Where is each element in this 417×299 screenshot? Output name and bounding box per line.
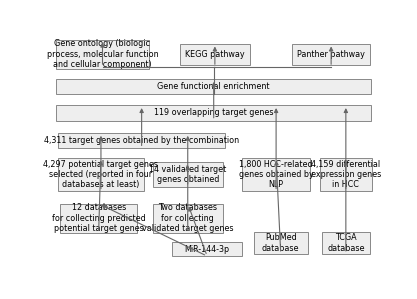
Text: 4,159 differential
expression genes
in HCC: 4,159 differential expression genes in H… [311, 160, 381, 189]
Text: Panther pathway: Panther pathway [297, 50, 365, 59]
Text: Gene ontology (biologic
process, molecular function
and cellular component): Gene ontology (biologic process, molecul… [47, 39, 158, 69]
Text: 12 databases
for collecting predicted
potential target genes: 12 databases for collecting predicted po… [52, 204, 146, 233]
Text: Gene functional enrichment: Gene functional enrichment [158, 82, 270, 91]
FancyBboxPatch shape [242, 158, 310, 191]
Text: 14 validated target
genes obtained: 14 validated target genes obtained [149, 165, 226, 184]
FancyBboxPatch shape [319, 158, 372, 191]
Text: 119 overlapping target genes: 119 overlapping target genes [154, 108, 274, 118]
FancyBboxPatch shape [254, 232, 308, 254]
Text: MiR-144-3p: MiR-144-3p [185, 245, 230, 254]
FancyBboxPatch shape [56, 40, 149, 69]
Text: PubMed
database: PubMed database [262, 233, 299, 253]
FancyBboxPatch shape [153, 204, 223, 233]
FancyBboxPatch shape [172, 242, 242, 256]
Text: 4,297 potential target genes
selected (reported in four
databases at least): 4,297 potential target genes selected (r… [43, 160, 158, 189]
FancyBboxPatch shape [292, 44, 370, 65]
FancyBboxPatch shape [56, 79, 372, 94]
Text: KEGG pathway: KEGG pathway [185, 50, 245, 59]
Text: 1,800 HCC-related
genes obtained by
NLP: 1,800 HCC-related genes obtained by NLP [239, 160, 314, 189]
FancyBboxPatch shape [58, 133, 225, 148]
Text: TCGA
database: TCGA database [327, 233, 364, 253]
FancyBboxPatch shape [58, 158, 143, 191]
FancyBboxPatch shape [153, 162, 223, 187]
Text: 4,311 target genes obtained by the combination: 4,311 target genes obtained by the combi… [44, 136, 239, 145]
FancyBboxPatch shape [322, 232, 370, 254]
FancyBboxPatch shape [56, 105, 372, 120]
Text: Two databases
for collecting
validated target genes: Two databases for collecting validated t… [142, 204, 234, 233]
FancyBboxPatch shape [60, 204, 137, 233]
FancyBboxPatch shape [180, 44, 250, 65]
